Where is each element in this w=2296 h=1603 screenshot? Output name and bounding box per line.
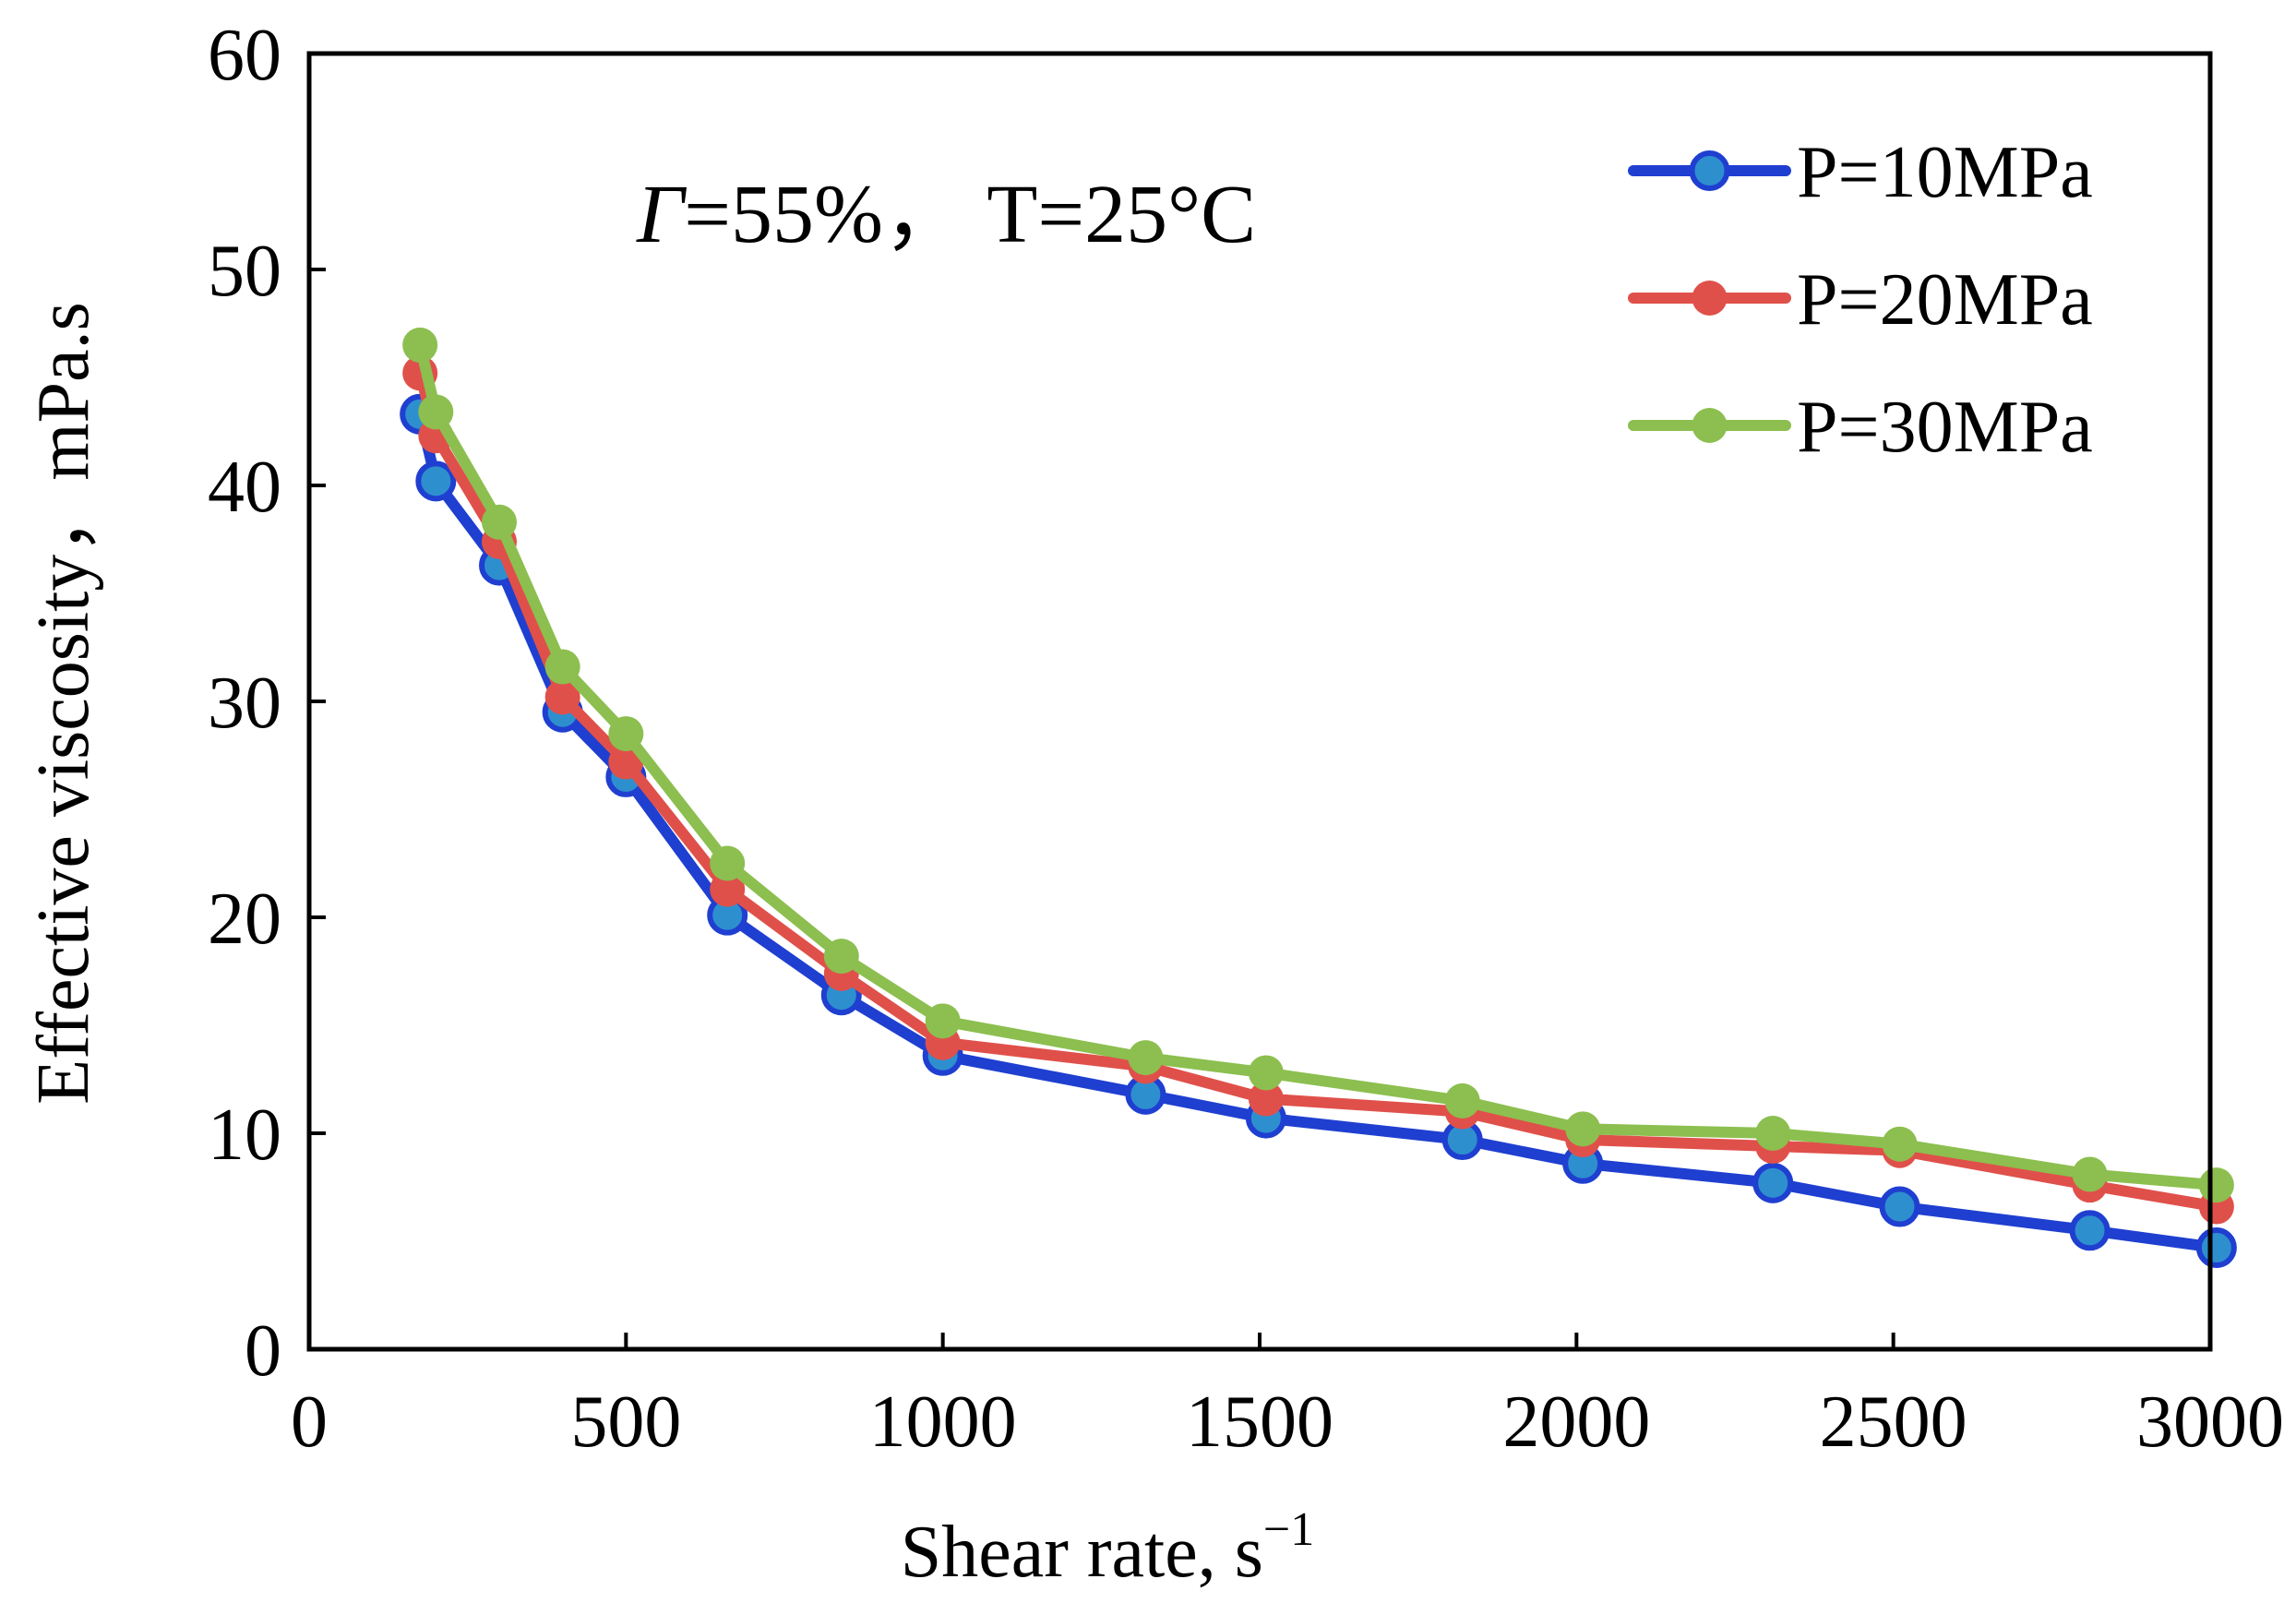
x-tick-label: 3000 xyxy=(2136,1382,2284,1463)
series-layer xyxy=(400,327,2237,1269)
data-point xyxy=(544,649,580,685)
series-line xyxy=(414,408,2222,1253)
y-tick-label: 20 xyxy=(208,879,281,960)
x-axis-title-superscript: −1 xyxy=(1263,1503,1314,1556)
data-point xyxy=(2069,1210,2111,1251)
data-point xyxy=(1248,1055,1284,1091)
condition-annotation: Γ=55%， T=25°C xyxy=(636,169,1256,260)
data-point xyxy=(1565,1111,1601,1147)
legend-label: P=10MPa xyxy=(1797,132,2093,213)
y-tick-label: 0 xyxy=(245,1310,281,1392)
y-axis-title: Effective viscosity，mPa.s xyxy=(23,302,104,1105)
condition-text: =55%， T=25°C xyxy=(684,169,1256,260)
x-tick-label: 1000 xyxy=(869,1382,1017,1463)
legend: P=10MPa P=20MPa P=30MPa xyxy=(1628,132,2093,468)
data-point xyxy=(1752,1162,1794,1203)
x-axis-title-text: Shear rate, s xyxy=(901,1512,1263,1593)
legend-marker xyxy=(1692,408,1728,443)
legend-item: P=10MPa xyxy=(1628,132,2093,213)
legend-marker xyxy=(1692,281,1728,316)
x-tick-label: 0 xyxy=(291,1382,328,1463)
data-point xyxy=(1444,1083,1480,1119)
series-line xyxy=(414,339,2222,1191)
data-point xyxy=(415,461,457,502)
legend-label: P=20MPa xyxy=(1797,259,2093,341)
data-point xyxy=(482,504,517,540)
gamma-symbol: Γ xyxy=(636,169,688,260)
data-point xyxy=(1882,1126,1918,1162)
y-tick-label: 10 xyxy=(208,1095,281,1176)
data-point xyxy=(1128,1040,1164,1076)
data-point xyxy=(418,394,454,430)
data-point xyxy=(823,939,859,975)
x-tick-label: 500 xyxy=(570,1382,681,1463)
series-line xyxy=(414,367,2222,1213)
x-tick-label: 1500 xyxy=(1186,1382,1333,1463)
legend-item: P=20MPa xyxy=(1628,259,2093,341)
data-point xyxy=(1755,1116,1791,1151)
data-point xyxy=(710,871,746,907)
data-point xyxy=(1248,1081,1284,1117)
data-point xyxy=(2195,1227,2237,1269)
data-point xyxy=(402,327,438,363)
series-3 xyxy=(402,327,2234,1203)
data-point xyxy=(710,845,746,881)
data-point xyxy=(2072,1156,2108,1192)
x-tick-label: 2500 xyxy=(1820,1382,1967,1463)
y-tick-label: 30 xyxy=(208,663,281,744)
legend-marker xyxy=(1689,150,1730,191)
data-point xyxy=(608,716,644,752)
x-axis-ticks: 0 500 1000 1500 2000 2500 3000 xyxy=(291,1333,2284,1463)
y-tick-label: 40 xyxy=(208,447,281,528)
plot-area-frame xyxy=(306,51,2213,1352)
y-axis-ticks: 0 10 20 30 40 50 60 xyxy=(208,15,326,1392)
data-point xyxy=(544,679,580,715)
x-axis-title: Shear rate, s−1 xyxy=(901,1503,1315,1593)
data-point xyxy=(2198,1167,2234,1203)
x-tick-label: 2000 xyxy=(1502,1382,1650,1463)
y-tick-label: 60 xyxy=(208,15,281,96)
legend-label: P=30MPa xyxy=(1797,387,2093,468)
data-point xyxy=(925,1003,961,1039)
legend-item: P=30MPa xyxy=(1628,387,2093,468)
y-tick-label: 50 xyxy=(208,231,281,312)
data-point xyxy=(1879,1186,1920,1227)
